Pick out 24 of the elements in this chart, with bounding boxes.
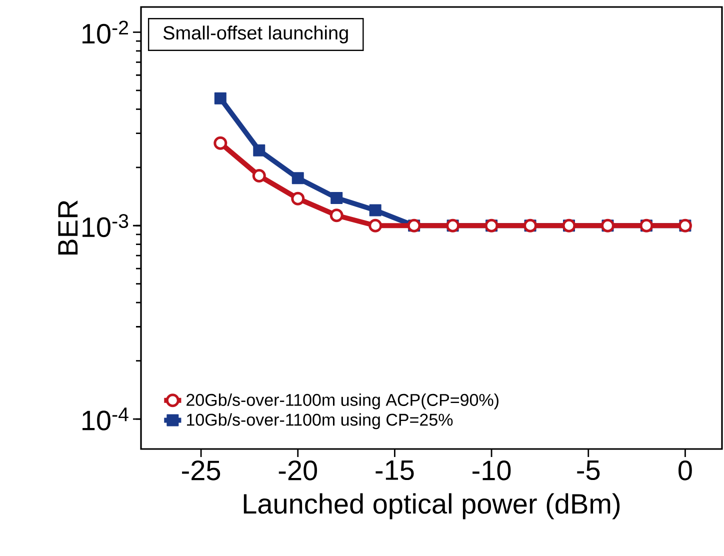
x-tick-label: -10 xyxy=(472,460,511,480)
x-tick-label: -15 xyxy=(376,460,414,480)
point xyxy=(214,136,228,150)
x-axis-title: Launched optical power (dBm) xyxy=(244,493,620,520)
point xyxy=(252,169,266,183)
x-tick-label: -5 xyxy=(577,460,600,480)
y-tick-label: 10$^{-3}$ xyxy=(82,214,128,238)
y-tick-label: 10$^{-4}$ xyxy=(82,408,128,430)
x-tick-label: 0 xyxy=(678,460,692,480)
point xyxy=(292,172,304,184)
legend-label: 10Gb/s-over-1100m using CP=25% xyxy=(187,413,453,430)
point xyxy=(369,204,382,216)
y-tick-label: 10$^{-2}$ xyxy=(82,20,128,44)
point xyxy=(253,144,266,156)
y-axis-title: BER xyxy=(58,200,78,254)
point xyxy=(330,192,343,204)
x-tick-label: -25 xyxy=(182,460,220,480)
text: Small-offset launching xyxy=(163,26,348,44)
legend-label: 20Gb/s-over-1100m using ACP(CP=90%) xyxy=(186,393,498,410)
point xyxy=(368,218,382,232)
point xyxy=(214,92,226,104)
point xyxy=(291,192,305,206)
x-tick-label: -20 xyxy=(278,460,318,480)
point xyxy=(330,208,344,222)
